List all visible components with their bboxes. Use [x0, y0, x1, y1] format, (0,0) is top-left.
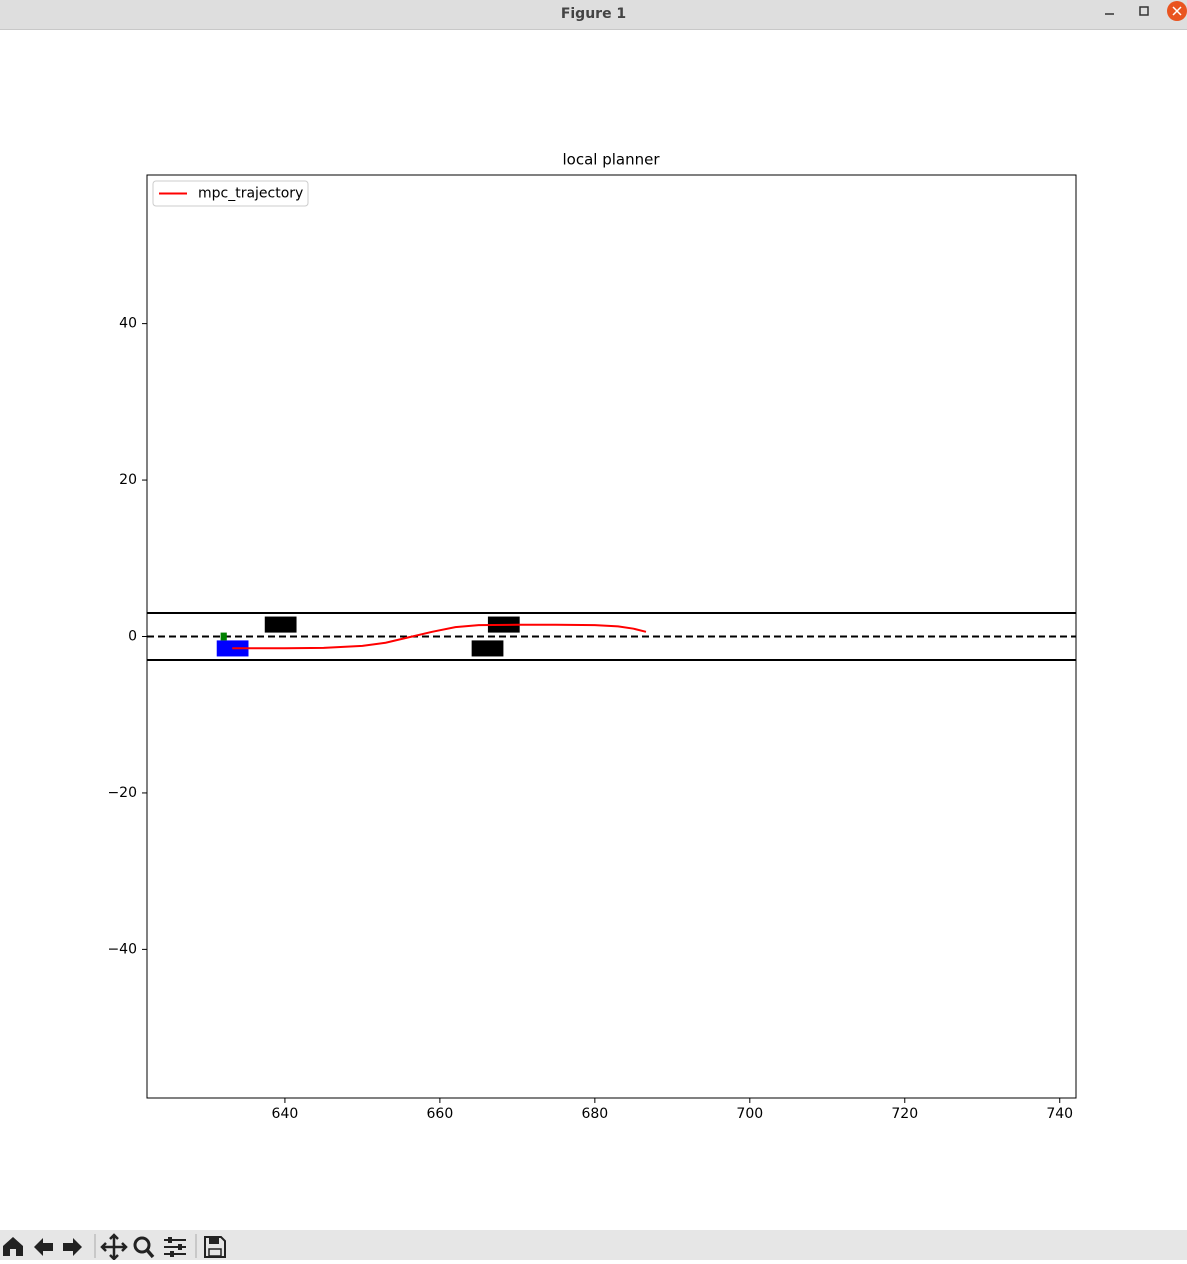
- window-title: Figure 1: [560, 6, 627, 22]
- rectangle: [220, 632, 227, 641]
- chart: local planner 640 660 680 700 720 740 −40 −20 0 2…: [107, 151, 1077, 1122]
- y-tick-label: −40: [107, 941, 137, 957]
- x-tick-label: 640: [272, 1106, 299, 1122]
- legend-box: [152, 180, 309, 207]
- maximize[interactable]: [1139, 6, 1149, 16]
- window-controls: [1105, 1, 1187, 21]
- y-tick-label: −20: [107, 785, 137, 801]
- toolbar: [0, 1230, 1187, 1261]
- back-button[interactable]: [34, 1238, 53, 1256]
- x-tick-label: 700: [736, 1106, 763, 1122]
- line: [232, 623, 647, 650]
- forward-button[interactable]: [63, 1238, 82, 1256]
- y-tick-label: 40: [119, 316, 137, 332]
- x-tick-label: 720: [891, 1106, 918, 1122]
- y-tick-label: 0: [128, 629, 137, 645]
- chart-title: local planner: [562, 151, 660, 169]
- y-tick-label: 20: [119, 472, 137, 488]
- toolbar-icons: [3, 1233, 226, 1261]
- zoom-button[interactable]: [133, 1236, 151, 1254]
- rectangle: [264, 616, 297, 633]
- x-tick-label: 740: [1046, 1106, 1073, 1122]
- pan-button[interactable]: [100, 1233, 128, 1261]
- save-button[interactable]: [204, 1236, 226, 1258]
- x-tick-label: 680: [581, 1106, 608, 1122]
- x-tick-label: 660: [427, 1106, 454, 1122]
- rectangle: [471, 640, 504, 657]
- legend-label: mpc_trajectory: [198, 186, 303, 202]
- title-bar: Figure 1: [0, 0, 1187, 30]
- home-button[interactable]: [3, 1237, 23, 1256]
- configure-button[interactable]: [164, 1239, 186, 1255]
